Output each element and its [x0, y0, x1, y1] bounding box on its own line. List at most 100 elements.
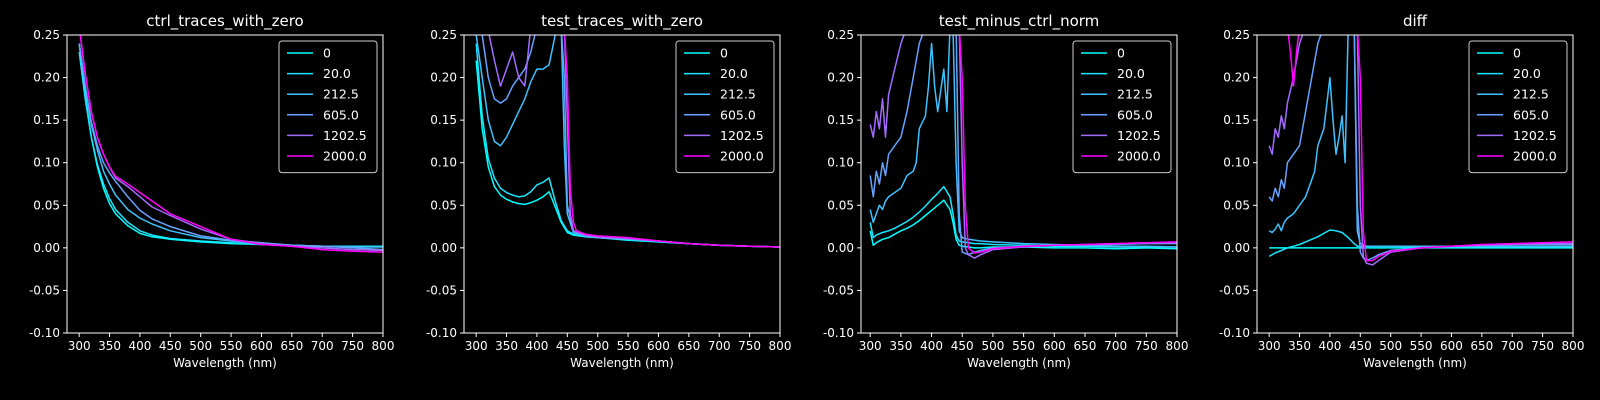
- legend: 0 20.0 212.5 605.0 1202.5 2000.0: [675, 40, 775, 174]
- series-line-4: [869, 35, 1177, 259]
- x-tick-label: 500: [1379, 339, 1402, 353]
- legend-label: 605.0: [1117, 107, 1153, 122]
- series-line-5: [564, 35, 780, 248]
- x-axis-label: Wavelength (nm): [173, 356, 277, 370]
- x-tick-label: 700: [311, 339, 334, 353]
- x-tick-label: 800: [1166, 339, 1189, 353]
- x-axis-label: Wavelength (nm): [1363, 356, 1467, 370]
- x-axis-label: Wavelength (nm): [570, 356, 674, 370]
- legend-label: 605.0: [323, 107, 359, 122]
- legend-label: 605.0: [720, 107, 756, 122]
- legend: 0 20.0 212.5 605.0 1202.5 2000.0: [278, 40, 378, 174]
- x-tick-label: 600: [647, 339, 670, 353]
- x-tick-label: 300: [68, 339, 91, 353]
- y-tick-label: -0.10: [1219, 326, 1250, 340]
- legend-label: 605.0: [1513, 107, 1549, 122]
- legend-label: 0: [1117, 46, 1125, 61]
- x-tick-label: 750: [1531, 339, 1554, 353]
- x-tick-label: 700: [1104, 339, 1127, 353]
- x-tick-label: 350: [889, 339, 912, 353]
- x-tick-label: 750: [341, 339, 364, 353]
- legend-label: 20.0: [720, 66, 748, 81]
- series-line-1: [475, 43, 780, 248]
- x-tick-label: 450: [556, 339, 579, 353]
- y-tick-label: -0.10: [426, 326, 457, 340]
- y-tick-label: 0.10: [430, 156, 457, 170]
- y-tick-label: 0.25: [33, 28, 60, 42]
- x-tick-label: 800: [1562, 339, 1585, 353]
- series-line-2: [869, 35, 1177, 248]
- x-tick-label: 650: [1470, 339, 1493, 353]
- x-tick-label: 600: [250, 339, 273, 353]
- x-tick-label: 350: [98, 339, 121, 353]
- chart-3: test_minus_ctrl_norm 300 350 400 450 500 550 60…: [823, 12, 1189, 370]
- x-tick-label: 550: [1012, 339, 1035, 353]
- x-axis-label: Wavelength (nm): [967, 356, 1071, 370]
- x-tick-label: 300: [1258, 339, 1281, 353]
- x-tick-label: 450: [1349, 339, 1372, 353]
- x-tick-label: 500: [189, 339, 212, 353]
- legend-label: 212.5: [1117, 87, 1153, 102]
- legend-label: 0: [1513, 46, 1521, 61]
- chart-title: test_minus_ctrl_norm: [939, 12, 1100, 31]
- y-tick-label: -0.05: [1219, 283, 1250, 297]
- x-tick-label: 550: [617, 339, 640, 353]
- x-tick-label: 800: [372, 339, 395, 353]
- legend-label: 1202.5: [1513, 128, 1557, 143]
- y-tick-label: 0.05: [430, 198, 457, 212]
- legend-label: 20.0: [1117, 66, 1145, 81]
- x-tick-label: 600: [1440, 339, 1463, 353]
- x-tick-label: 750: [1135, 339, 1158, 353]
- y-tick-label: 0.05: [1223, 198, 1250, 212]
- x-tick-label: 650: [1074, 339, 1097, 353]
- y-tick-label: 0.05: [827, 198, 854, 212]
- plot-area: [1268, 35, 1573, 266]
- y-tick-label: 0.20: [827, 71, 854, 85]
- x-tick-label: 550: [220, 339, 243, 353]
- y-tick-label: -0.10: [823, 326, 854, 340]
- axes-frame: [463, 34, 781, 334]
- series-line-1: [869, 185, 1177, 248]
- y-tick-label: 0.15: [430, 113, 457, 127]
- x-tick-label: 650: [280, 339, 303, 353]
- chart-4: diff 300 350 400 450 500 550 600 650 700 750 800 -0.…: [1219, 12, 1585, 370]
- legend: 0 20.0 212.5 605.0 1202.5 2000.0: [1468, 40, 1568, 174]
- y-tick-label: 0.00: [33, 241, 60, 255]
- y-tick-label: 0.15: [33, 113, 60, 127]
- axes-frame: [1256, 34, 1574, 334]
- x-tick-label: 650: [677, 339, 700, 353]
- plot-area: [475, 35, 780, 248]
- legend-label: 20.0: [1513, 66, 1541, 81]
- x-tick-label: 800: [769, 339, 792, 353]
- y-tick-label: 0.15: [827, 113, 854, 127]
- axes-frame: [860, 34, 1178, 334]
- legend-label: 2000.0: [323, 149, 367, 164]
- plot-area: [78, 35, 383, 253]
- chart-1: ctrl_traces_with_zero 300 350 400 450 500 550 6…: [29, 12, 395, 370]
- legend-label: 2000.0: [1117, 149, 1161, 164]
- y-tick-label: -0.05: [29, 283, 60, 297]
- x-tick-label: 750: [738, 339, 761, 353]
- legend-label: 0: [720, 46, 728, 61]
- legend-label: 1202.5: [1117, 128, 1161, 143]
- plot-area: [869, 35, 1177, 259]
- y-tick-label: 0.20: [430, 71, 457, 85]
- y-tick-label: 0.05: [33, 198, 60, 212]
- y-tick-label: 0.00: [827, 241, 854, 255]
- x-tick-label: 450: [159, 339, 182, 353]
- x-tick-label: 300: [465, 339, 488, 353]
- legend-label: 212.5: [1513, 87, 1549, 102]
- x-tick-label: 350: [1288, 339, 1311, 353]
- x-tick-label: 700: [708, 339, 731, 353]
- chart-title: ctrl_traces_with_zero: [146, 12, 303, 31]
- y-tick-label: -0.05: [426, 283, 457, 297]
- y-tick-label: -0.05: [823, 283, 854, 297]
- chart-2: test_traces_with_zero 300 350 400 450 500 550 6…: [426, 12, 792, 370]
- x-tick-label: 450: [951, 339, 974, 353]
- y-tick-label: -0.10: [29, 326, 60, 340]
- x-tick-label: 700: [1501, 339, 1524, 353]
- y-tick-label: 0.10: [1223, 156, 1250, 170]
- axes-frame: [66, 34, 384, 334]
- legend-label: 1202.5: [323, 128, 367, 143]
- x-tick-label: 400: [525, 339, 548, 353]
